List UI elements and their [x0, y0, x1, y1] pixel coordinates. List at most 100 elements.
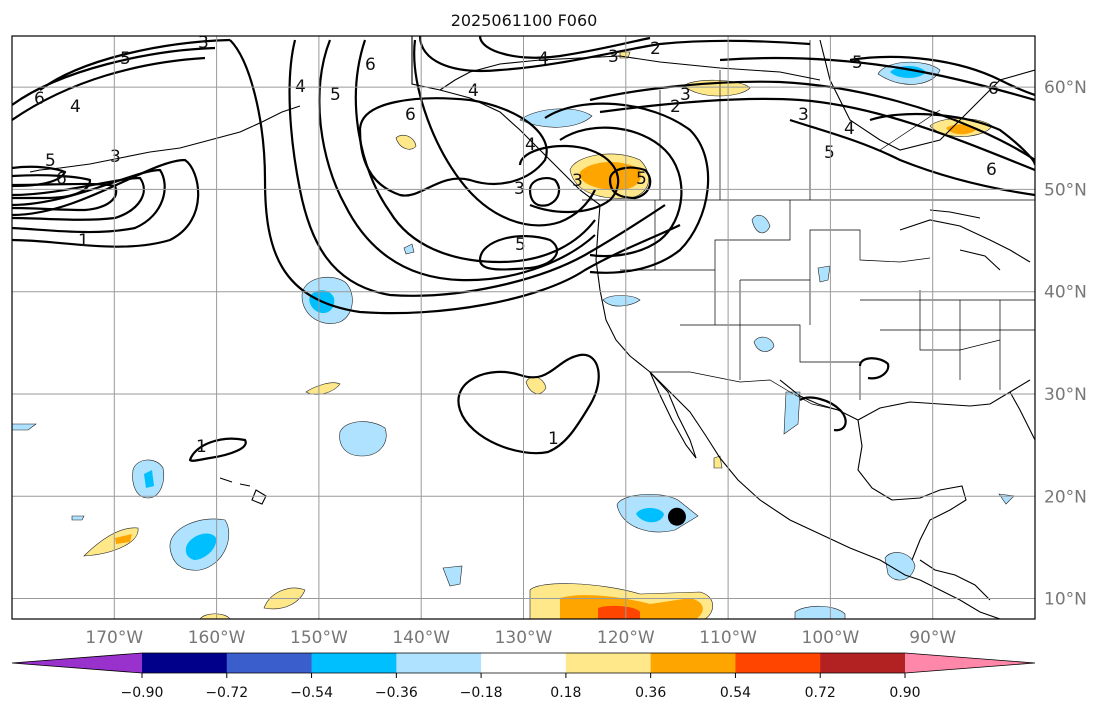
map-frame	[11, 35, 1036, 620]
latitude-label: 10°N	[1044, 590, 1087, 610]
contour-label: 4	[844, 119, 855, 139]
contour-line-20	[418, 36, 811, 72]
contour-label: 6	[986, 160, 997, 180]
shade-negative-blob	[12, 423, 37, 431]
colorbar-segment	[311, 653, 397, 673]
longitude-label: 150°W	[290, 628, 348, 648]
contour-label: 6	[405, 105, 416, 125]
contour-line-1	[12, 158, 200, 248]
contour-label: 1	[78, 231, 89, 251]
longitude-labels: 170°W 160°W 150°W 140°W 130°W 120°W 110°W 100°W…	[85, 628, 956, 648]
colorbar	[11, 652, 1036, 674]
shade-positive-blob	[713, 455, 723, 469]
shade-negative-blob	[751, 214, 771, 234]
shade-negative-blob	[753, 336, 775, 352]
colorbar-tick-label: −0.36	[375, 685, 418, 701]
contour-label: 5	[852, 53, 863, 73]
shade-strong-negative-blob	[890, 66, 926, 78]
contour-line-12	[358, 97, 548, 197]
shade-negative-blob	[602, 295, 641, 307]
latitude-labels: 10°N 20°N 30°N 40°N 50°N 60°N	[1044, 78, 1087, 609]
longitude-label: 140°W	[392, 628, 450, 648]
longitude-label: 160°W	[188, 628, 246, 648]
shade-negative-blob	[339, 421, 387, 457]
contour-line-21	[478, 36, 651, 59]
contour-label: 3	[572, 171, 583, 191]
longitude-label: 110°W	[699, 628, 757, 648]
contour-line-24	[719, 56, 1035, 102]
map-area: 6 4 5 5 6 3 1 3 6 5 4 6 4 4 3 2 3 2 3 5 …	[12, 36, 1035, 619]
contour-label: 1	[548, 429, 559, 449]
shade-positive-blob	[395, 134, 417, 150]
contour-line-18	[544, 102, 710, 274]
shaded-anomaly-regions	[12, 51, 1015, 619]
shade-negative-blob	[403, 243, 415, 255]
contour-line-13	[478, 235, 558, 271]
colorbar-tick-label: −0.90	[121, 685, 164, 701]
north-coast	[439, 55, 821, 91]
shade-extreme-positive-blob	[598, 605, 640, 619]
colorbar-tick-label: 0.72	[805, 685, 836, 701]
latitude-label: 30°N	[1044, 385, 1087, 405]
contour-line-9	[288, 39, 666, 297]
colorbar-segment	[226, 653, 313, 673]
colorbar-segment	[481, 653, 567, 673]
contour-line-11	[354, 39, 596, 264]
shade-strong-positive-blob	[115, 534, 132, 544]
contour-line-31	[799, 396, 847, 432]
contour-label: 5	[330, 85, 341, 105]
longitude-label: 130°W	[495, 628, 553, 648]
contour-lines	[12, 36, 1035, 462]
contour-label: 3	[110, 147, 121, 167]
contour-label: 6	[365, 55, 376, 75]
colorbar-tick-label: 0.36	[635, 685, 666, 701]
latitude-label: 40°N	[1044, 283, 1087, 303]
contour-line-5	[12, 174, 92, 200]
contour-label: 4	[468, 81, 479, 101]
colorbar-tick-label: −0.54	[290, 685, 333, 701]
contour-label: 4	[538, 49, 549, 69]
contour-line-23	[599, 97, 1035, 172]
colorbar-segment	[735, 653, 821, 673]
contour-label: 6	[34, 89, 45, 109]
longitude-label: 90°W	[909, 628, 956, 648]
baja-california	[649, 371, 697, 459]
contour-line-3	[12, 176, 145, 221]
colorbar-segment	[396, 653, 482, 673]
colorbar-extend-left	[12, 653, 142, 673]
gridlines	[12, 36, 1035, 619]
contour-line-30	[858, 357, 890, 380]
contour-line-6	[12, 165, 67, 188]
longitude-label: 120°W	[597, 628, 655, 648]
contour-label: 3	[608, 47, 619, 67]
location-marker-dot	[667, 507, 686, 526]
shade-negative-blob	[884, 552, 916, 581]
latitude-label: 50°N	[1044, 180, 1087, 200]
contour-line-15	[528, 176, 561, 207]
florida	[1009, 391, 1035, 441]
contour-line-7	[12, 38, 231, 121]
hudson-bay	[819, 39, 1035, 151]
contour-line-4	[12, 182, 118, 212]
colorbar-segment	[820, 653, 906, 673]
shade-strong-positive-blob	[560, 595, 703, 619]
contour-label: 6	[988, 79, 999, 99]
contour-label: 5	[636, 169, 647, 189]
contour-label: 2	[650, 39, 661, 59]
great-lakes	[899, 209, 1031, 271]
longitude-label: 100°W	[802, 628, 860, 648]
contour-label: 4	[525, 135, 536, 155]
shade-negative-blob	[71, 515, 85, 521]
colorbar-tick-label: −0.72	[205, 685, 248, 701]
shade-positive-blob	[83, 527, 139, 557]
latitude-label: 60°N	[1044, 78, 1087, 98]
colorbar-tick-label: 0.90	[889, 685, 920, 701]
colorbar-tick-label: −0.18	[460, 685, 503, 701]
contour-label: 3	[680, 85, 691, 105]
shade-strong-negative-blob	[185, 533, 217, 560]
map-title: 2025061100 F060	[451, 11, 598, 30]
contour-line-16	[518, 144, 620, 213]
contour-line-19	[608, 166, 652, 200]
contour-label: 5	[824, 143, 835, 163]
